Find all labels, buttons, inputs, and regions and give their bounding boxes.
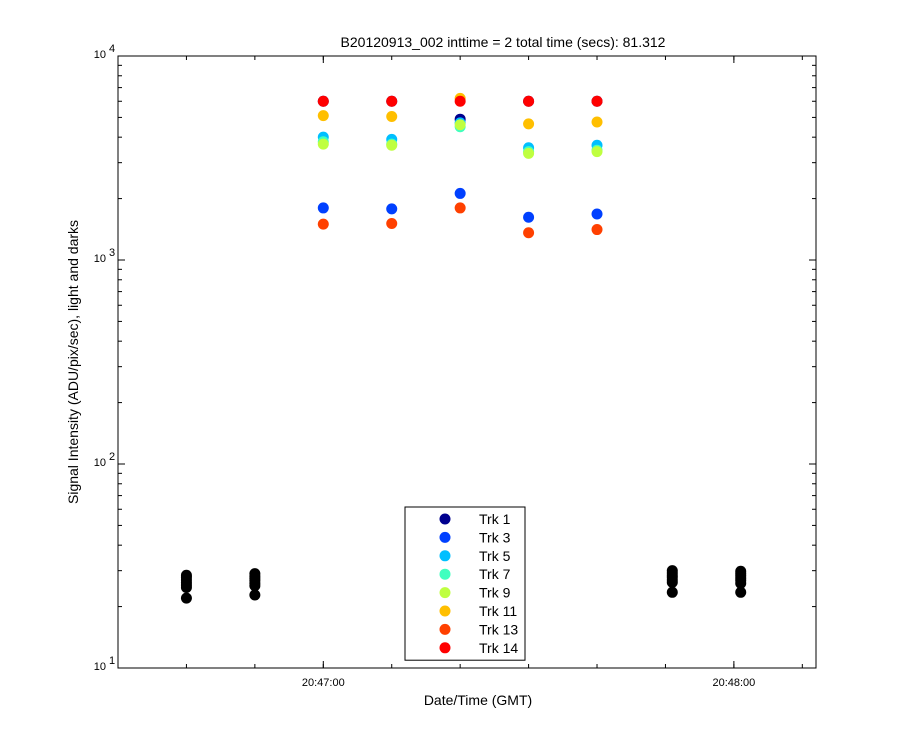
data-point	[317, 218, 329, 230]
data-point	[523, 227, 535, 239]
legend-label: Trk 14	[479, 640, 518, 656]
y-tick-exponent: 3	[109, 247, 115, 259]
legend-label: Trk 5	[479, 548, 511, 564]
legend-marker	[439, 587, 451, 599]
data-series	[317, 92, 603, 239]
legend-marker	[439, 623, 451, 635]
legend-label: Trk 1	[479, 511, 511, 527]
x-axis-label: Date/Time (GMT)	[424, 692, 532, 708]
data-point	[386, 203, 398, 215]
dark-point	[180, 582, 192, 594]
plot-area	[117, 55, 817, 669]
legend-label: Trk 13	[479, 621, 518, 637]
series-trk-13	[317, 202, 603, 239]
legend: Trk 1 Trk 3 Trk 5 Trk 7 Trk 9 Trk 11 Trk 13 Trk…	[404, 506, 526, 661]
data-point	[317, 95, 329, 107]
data-point	[454, 119, 466, 131]
legend-label: Trk 11	[479, 603, 517, 619]
data-point	[591, 116, 603, 128]
x-tick-label: 20:47:00	[302, 677, 345, 689]
series-trk-11	[317, 92, 603, 130]
legend-marker	[439, 550, 451, 562]
legend-label: Trk 3	[479, 529, 511, 545]
data-point	[523, 95, 535, 107]
series-trk-9	[317, 119, 603, 159]
data-point	[386, 217, 398, 229]
series-trk-14	[317, 95, 603, 107]
y-tick-label: 10	[94, 661, 106, 673]
dark-point	[666, 576, 678, 588]
dark-point	[735, 586, 747, 598]
data-point	[317, 138, 329, 150]
legend-marker	[439, 605, 451, 617]
y-axis-label: Signal Intensity (ADU/pix/sec), light an…	[65, 220, 81, 504]
x-axis: 20:47:00 20:48:00	[117, 56, 803, 689]
legend-label: Trk 7	[479, 566, 511, 582]
dark-point	[666, 586, 678, 598]
y-tick-exponent: 4	[109, 43, 115, 55]
dark-point	[180, 592, 192, 604]
dark-frames	[180, 565, 747, 604]
legend-marker	[439, 531, 451, 543]
data-point	[454, 202, 466, 214]
data-point	[591, 224, 603, 236]
legend-marker	[439, 513, 451, 525]
data-point	[591, 146, 603, 158]
data-point	[523, 211, 535, 223]
data-point	[317, 110, 329, 122]
data-point	[591, 208, 603, 220]
data-point	[386, 95, 398, 107]
dark-point	[249, 589, 261, 601]
y-tick-label: 10	[94, 49, 106, 61]
y-tick-exponent: 1	[109, 655, 115, 667]
data-point	[386, 139, 398, 151]
legend-marker	[439, 568, 451, 580]
legend-box	[404, 506, 526, 661]
legend-label: Trk 9	[479, 585, 511, 601]
y-tick-exponent: 2	[109, 451, 115, 463]
chart-title: B20120913_002 inttime = 2 total time (se…	[341, 34, 666, 50]
y-tick-label: 10	[94, 253, 106, 265]
data-point	[454, 95, 466, 107]
legend-marker	[439, 642, 451, 654]
plot-frame	[117, 55, 817, 669]
data-point	[523, 147, 535, 159]
dark-point	[249, 580, 261, 592]
dark-point	[735, 577, 747, 589]
data-point	[386, 111, 398, 123]
data-point	[317, 202, 329, 214]
data-point	[454, 187, 466, 199]
data-point	[591, 95, 603, 107]
series-trk-3	[317, 187, 603, 223]
x-tick-label: 20:48:00	[712, 677, 755, 689]
y-tick-label: 10	[94, 457, 106, 469]
data-point	[523, 118, 535, 130]
